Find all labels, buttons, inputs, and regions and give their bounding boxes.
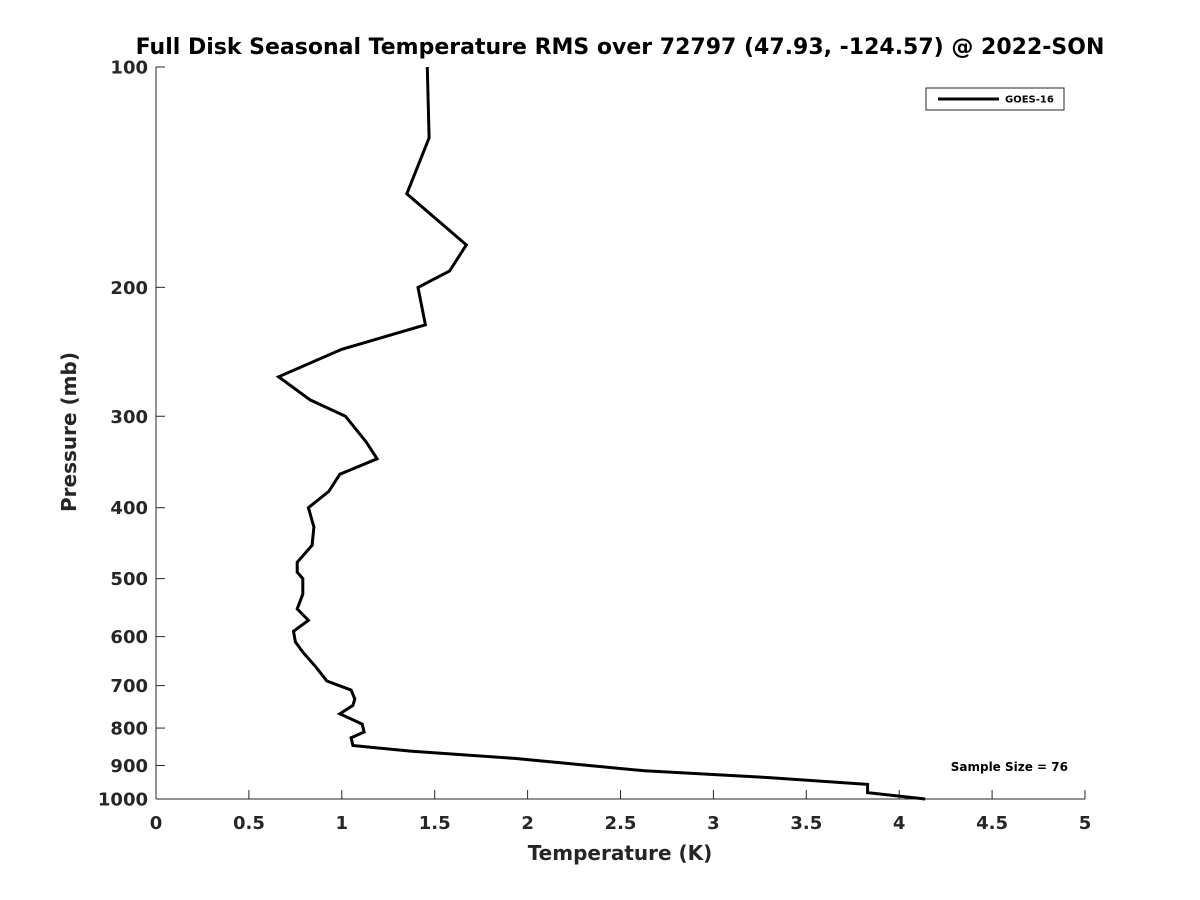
chart-title: Full Disk Seasonal Temperature RMS over … [136, 35, 1105, 60]
y-tick-label: 800 [110, 719, 148, 740]
x-axis-title: Temperature (K) [528, 841, 713, 865]
x-tick-label: 3.5 [790, 813, 822, 834]
sample-size-annotation: Sample Size = 76 [951, 760, 1068, 774]
x-tick-label: 4 [893, 813, 906, 834]
legend-label: GOES-16 [1005, 95, 1054, 106]
y-tick-label: 100 [110, 58, 148, 79]
y-tick-label: 400 [110, 498, 148, 519]
x-tick-label: 2.5 [605, 813, 637, 834]
series-line-goes-16 [275, 66, 926, 801]
y-tick-label: 900 [110, 756, 148, 777]
series-layer [275, 66, 926, 801]
axes: 0 0.5 1 1.5 2 2.5 3 3.5 4 4.5 5 100 200 300 400 500 600 7… [98, 58, 1091, 835]
x-tick-label: 4.5 [976, 813, 1008, 834]
y-axis-title: Pressure (mb) [57, 352, 81, 512]
y-tick-label: 500 [110, 569, 148, 590]
y-tick-label: 1000 [98, 790, 148, 811]
x-tick-label: 0.5 [233, 813, 265, 834]
x-tick-label: 1.5 [419, 813, 451, 834]
y-tick-label: 600 [110, 627, 148, 648]
y-tick-label: 200 [110, 278, 148, 299]
y-tick-label: 300 [110, 407, 148, 428]
x-tick-label: 2 [521, 813, 534, 834]
x-tick-label: 1 [336, 813, 349, 834]
x-tick-label: 5 [1079, 813, 1092, 834]
legend: GOES-16 [925, 87, 1065, 111]
x-tick-label: 0 [150, 813, 163, 834]
x-tick-label: 3 [707, 813, 720, 834]
y-tick-label: 700 [110, 676, 148, 697]
